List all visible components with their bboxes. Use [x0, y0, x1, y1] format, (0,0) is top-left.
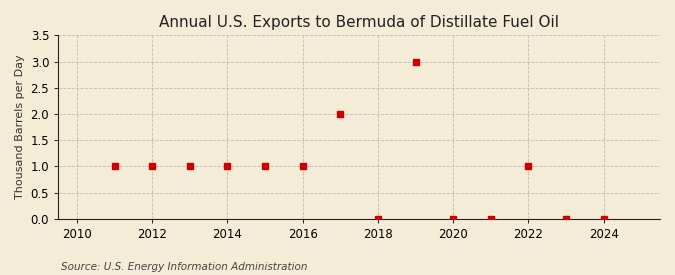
Y-axis label: Thousand Barrels per Day: Thousand Barrels per Day: [15, 55, 25, 199]
Text: Source: U.S. Energy Information Administration: Source: U.S. Energy Information Administ…: [61, 262, 307, 272]
Title: Annual U.S. Exports to Bermuda of Distillate Fuel Oil: Annual U.S. Exports to Bermuda of Distil…: [159, 15, 559, 30]
